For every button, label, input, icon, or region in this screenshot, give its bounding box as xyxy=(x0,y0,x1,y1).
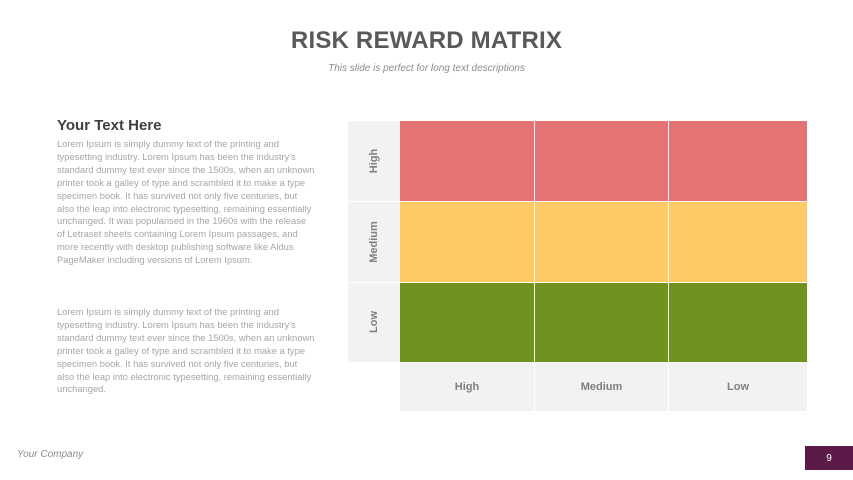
matrix-cell-medium-low xyxy=(669,202,807,282)
matrix-cell-high-medium xyxy=(535,121,668,201)
body-paragraph-2: Lorem Ipsum is simply dummy text of the … xyxy=(57,306,315,395)
footer-company: Your Company xyxy=(17,449,84,460)
row-label-high: High xyxy=(367,148,380,174)
matrix-cell-low-medium xyxy=(535,283,668,362)
matrix-cell-medium-medium xyxy=(535,202,668,282)
text-heading: Your Text Here xyxy=(57,117,162,134)
row-divider xyxy=(348,201,400,202)
row-label-low: Low xyxy=(368,311,380,333)
slide-title: RISK REWARD MATRIX xyxy=(290,27,563,54)
matrix-cell-high-low xyxy=(669,121,807,201)
column-label-low: Low xyxy=(727,380,749,393)
matrix-cell-low-high xyxy=(400,283,534,362)
body-paragraph-1: Lorem Ipsum is simply dummy text of the … xyxy=(57,138,315,266)
matrix-cell-low-low xyxy=(669,283,807,362)
column-divider xyxy=(668,362,669,411)
column-divider xyxy=(534,362,535,411)
column-label-medium: Medium xyxy=(580,380,623,393)
page-number-badge: 9 xyxy=(805,446,853,470)
row-divider xyxy=(348,282,400,283)
matrix-cell-high-high xyxy=(400,121,534,201)
row-label-column xyxy=(348,121,400,362)
column-label-row xyxy=(400,362,807,411)
column-label-high: High xyxy=(454,380,480,393)
row-label-medium: Medium xyxy=(368,220,380,263)
matrix-cell-medium-high xyxy=(400,202,534,282)
slide-subtitle: This slide is perfect for long text desc… xyxy=(328,63,525,74)
